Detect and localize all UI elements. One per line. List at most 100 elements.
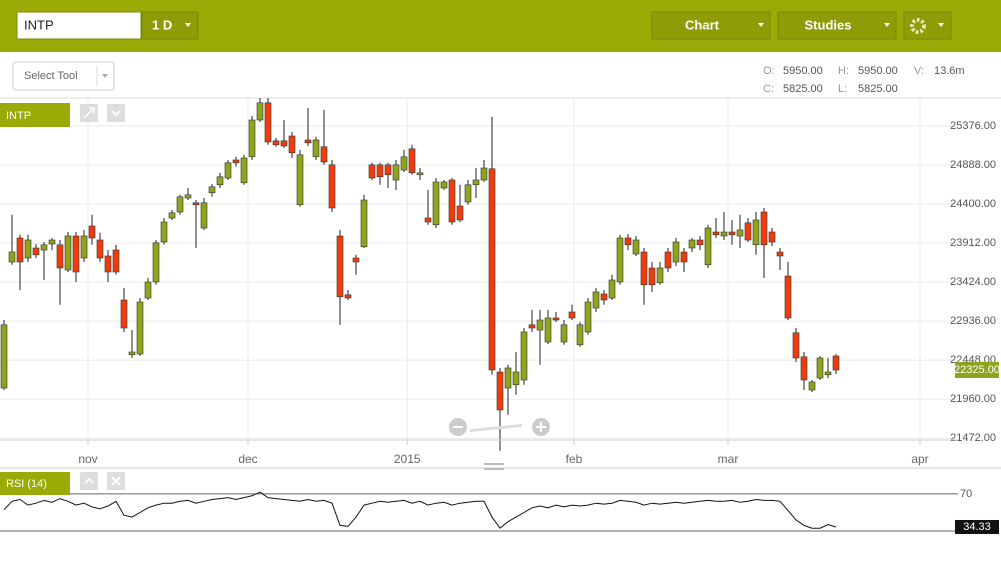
candle-body (680, 251, 688, 263)
quote-panel: O: 5950.00 H: 5950.00 V: 13.6m C: 5825.00 L: 5825… (763, 65, 965, 95)
studies-button[interactable] (777, 11, 897, 40)
candle-body (368, 164, 376, 179)
candle-body (752, 219, 760, 246)
x-tick-label: mar (718, 452, 739, 466)
y-tick-label: 70 (960, 488, 972, 500)
candle-body (464, 184, 472, 203)
candle-body (272, 140, 280, 146)
candle-body (512, 371, 520, 386)
candle-body (432, 181, 440, 226)
candle-body (632, 239, 640, 255)
move-button[interactable] (80, 472, 98, 490)
candle-body (8, 251, 16, 263)
quote-key: C: (763, 83, 774, 95)
candle-body (544, 317, 552, 343)
chart-button-text: Chart (685, 17, 720, 32)
candle-body (744, 222, 752, 241)
candle-body (648, 267, 656, 286)
candle-body (392, 164, 400, 181)
chart-button[interactable] (651, 11, 771, 40)
candle-body (200, 202, 208, 229)
candle-body (312, 139, 320, 158)
candle-body (816, 357, 824, 379)
candle-body (152, 242, 160, 283)
candle-body (40, 244, 48, 251)
candle-body (104, 255, 112, 273)
zoom-slider[interactable] (470, 424, 522, 432)
rsi-tab-label: RSI (14) (6, 478, 47, 490)
candle-body (616, 237, 624, 283)
candle-body (80, 235, 88, 259)
chart-tab[interactable] (0, 103, 70, 127)
candle-body (496, 371, 504, 411)
candle-body (360, 199, 368, 248)
y-tick-label: 23424.00 (950, 276, 996, 288)
candle-body (24, 239, 32, 259)
x-tick-label: 2015 (394, 452, 421, 466)
x-tick-label: feb (566, 452, 583, 466)
x-tick-label: dec (238, 452, 257, 466)
last-price-label: 22325.00 (954, 364, 1000, 376)
move-icon (84, 477, 94, 484)
candle-body (792, 332, 800, 359)
candle-body (136, 301, 144, 355)
candle-body (576, 324, 584, 346)
last-price-box (955, 362, 999, 378)
y-tick-label: 23912.00 (950, 237, 996, 249)
candle-body (832, 355, 840, 371)
candle-body (344, 294, 352, 299)
x-tick-label: nov (78, 452, 97, 466)
quote-value: 13.6m (934, 65, 965, 77)
candle-body (768, 231, 776, 243)
quote-key: V: (914, 65, 924, 77)
candle-body (448, 179, 456, 223)
symbol-input[interactable] (16, 11, 142, 40)
y-tick-label: 25376.00 (950, 120, 996, 132)
candle-body (592, 291, 600, 309)
quote-key: L: (838, 83, 847, 95)
candle-body (32, 247, 40, 256)
candle-body (112, 249, 120, 273)
rsi-tab[interactable] (0, 472, 70, 495)
dropdown-arrow (938, 23, 944, 27)
collapse-button[interactable] (107, 104, 125, 122)
select-tool[interactable] (12, 61, 115, 91)
candle-body (440, 181, 448, 189)
candle-body (472, 179, 480, 186)
studies-button-text: Studies (805, 17, 852, 32)
candle-body (808, 381, 816, 391)
candle-body (160, 221, 168, 243)
candle-body (96, 239, 104, 259)
rsi-line (3, 491, 837, 529)
y-tick-label: 22936.00 (950, 315, 996, 327)
candle-body (120, 299, 128, 329)
quote-key: O: (763, 65, 775, 77)
candle-body (760, 211, 768, 246)
candle-body (208, 186, 216, 194)
candle-body (240, 157, 248, 184)
candle-body (376, 164, 384, 178)
y-tick-label: 21472.00 (950, 432, 996, 444)
candle-body (232, 159, 240, 164)
dropdown-arrow (884, 23, 890, 27)
candle-body (600, 293, 608, 301)
collapse-icon (111, 110, 121, 117)
expand-icon (83, 107, 95, 119)
candle-body (672, 241, 680, 263)
candle-body (168, 212, 176, 219)
candle-body (304, 139, 312, 144)
candle-body (280, 140, 288, 147)
candle-body (824, 371, 832, 376)
candle-body (488, 168, 496, 371)
candle-body (688, 239, 696, 249)
candle-body (664, 251, 672, 269)
y-tick-label: 21960.00 (950, 393, 996, 405)
candle-body (48, 239, 56, 245)
candle-body (456, 205, 464, 221)
last-value-label: 34.33 (963, 521, 991, 533)
candle-body (0, 324, 8, 389)
grid: 21472.0021960.0022448.0022936.0023424.00… (0, 98, 996, 537)
close-icon (111, 476, 121, 486)
